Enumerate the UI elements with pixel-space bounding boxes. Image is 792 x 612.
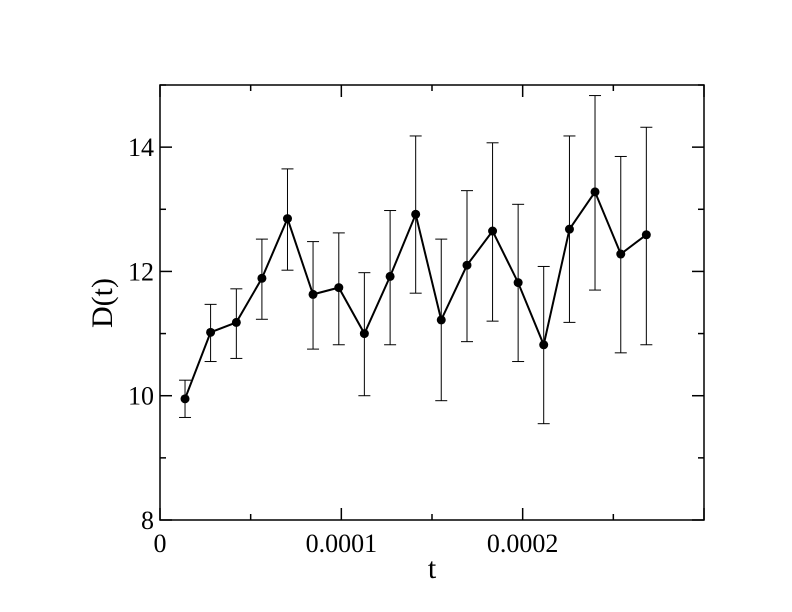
data-point <box>411 209 421 219</box>
data-point <box>257 273 267 283</box>
data-point <box>616 249 626 259</box>
x-axis-title: t <box>428 552 437 585</box>
data-point <box>385 271 395 281</box>
data-point <box>488 226 498 236</box>
data-point <box>334 283 344 293</box>
data-point <box>308 289 318 299</box>
y-tick-label: 8 <box>141 506 154 535</box>
plot-frame <box>159 84 705 521</box>
data-point <box>641 230 651 240</box>
data-point <box>282 214 292 224</box>
data-point <box>513 278 523 288</box>
y-axis-title: D(t) <box>86 278 119 328</box>
data-point <box>590 187 600 197</box>
data-point <box>206 327 216 337</box>
data-point <box>436 315 446 325</box>
data-point <box>564 224 574 234</box>
y-tick-label: 14 <box>128 133 154 162</box>
data-point <box>539 340 549 350</box>
data-point <box>359 329 369 339</box>
data-point <box>180 394 190 404</box>
x-tick-label: 0.0002 <box>487 529 559 558</box>
x-tick-label: 0.0001 <box>306 529 378 558</box>
data-point <box>462 260 472 270</box>
plot-marks <box>179 95 653 425</box>
data-point <box>231 317 241 327</box>
x-tick-label: 0 <box>154 529 167 558</box>
axis-ticks: 0 0.0001 0.0002 8 10 12 14 <box>128 84 705 558</box>
y-tick-label: 10 <box>128 382 154 411</box>
y-tick-label: 12 <box>128 257 154 286</box>
